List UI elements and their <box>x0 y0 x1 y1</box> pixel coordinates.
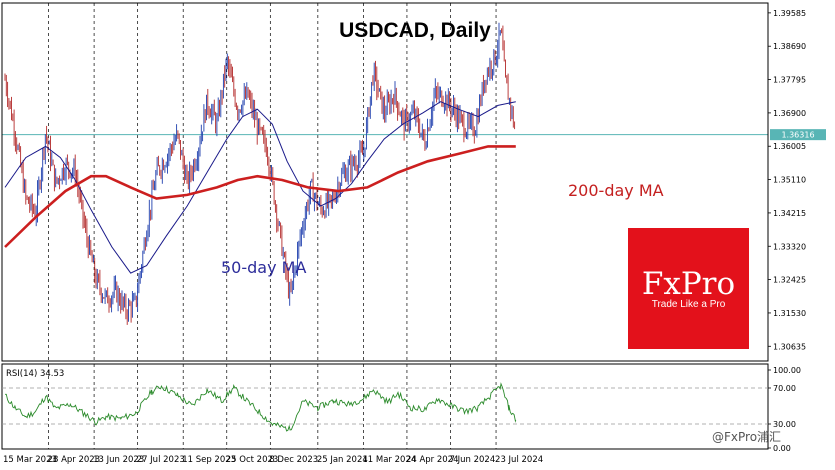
current-price-label: 1.36316 <box>781 131 814 140</box>
ma-lines <box>4 101 516 274</box>
x-tick-label: 8 Dec 2023 <box>269 455 318 465</box>
x-tick-label: 25 Oct 2023 <box>226 455 279 465</box>
rsi-tick-label: 30.00 <box>773 420 796 429</box>
y-tick-label: 1.33320 <box>773 242 806 251</box>
watermark: @FxPro浦汇 <box>712 430 781 444</box>
x-tick-label: 13 Jun 2023 <box>93 455 144 465</box>
logo-brand: FxPro <box>642 266 735 302</box>
y-tick-label: 1.36005 <box>773 142 806 151</box>
logo-box <box>628 228 749 349</box>
y-tick-label: 1.30635 <box>773 342 806 351</box>
y-tick-label: 1.39585 <box>773 9 806 18</box>
price-tag-box <box>770 129 826 141</box>
x-tick-label: 11 Mar 2024 <box>362 455 416 465</box>
x-tick-label: 27 Jul 2023 <box>137 455 185 465</box>
y-tick-label: 1.31530 <box>773 309 806 318</box>
x-tick-label: 24 Apr 2024 <box>406 455 459 465</box>
x-tick-label: 23 Jul 2024 <box>495 455 543 465</box>
rsi-line <box>5 382 517 432</box>
rsi-tick-label: 70.00 <box>773 384 796 393</box>
chart-title: USDCAD, Daily <box>339 19 491 42</box>
y-tick-label: 1.34215 <box>773 209 806 218</box>
rsi-tick-label: 100.00 <box>773 366 801 375</box>
y-tick-label: 1.32425 <box>773 276 806 285</box>
rsi-series <box>2 382 768 432</box>
ma50-annotation: 50-day MA <box>221 258 306 277</box>
current-price-tag: 1.36316 <box>770 129 826 141</box>
fxpro-logo: FxPro Trade Like a Pro <box>628 228 749 349</box>
ma200-annotation: 200-day MA <box>568 181 664 200</box>
rsi-tick-label: 0.00 <box>773 444 791 453</box>
rsi-axis-ticks: 100.00 70.00 30.00 0.00 <box>768 366 801 453</box>
y-axis-ticks: 1.39585 1.38690 1.37795 1.36900 1.36005 1.351… <box>768 9 806 351</box>
x-tick-label: 15 Mar 2023 <box>3 455 57 465</box>
x-tick-label: 11 Sep 2023 <box>182 455 236 465</box>
logo-tagline: Trade Like a Pro <box>652 299 726 310</box>
y-tick-label: 1.38690 <box>773 42 806 51</box>
y-tick-label: 1.36900 <box>773 109 806 118</box>
rsi-panel-frame <box>1 363 769 450</box>
x-tick-label: 28 Apr 2023 <box>48 455 101 465</box>
main-panel-frame <box>1 2 769 362</box>
ma200-line <box>4 145 516 248</box>
grid <box>2 3 768 449</box>
y-tick-label: 1.35110 <box>773 176 806 185</box>
candles <box>4 22 516 325</box>
x-tick-label: 25 Jan 2024 <box>317 455 368 465</box>
rsi-title: RSI(14) 34.53 <box>6 369 64 379</box>
x-tick-label: 7 Jun 2024 <box>450 455 496 465</box>
y-tick-label: 1.37795 <box>773 76 806 85</box>
ma50-line <box>4 101 516 274</box>
